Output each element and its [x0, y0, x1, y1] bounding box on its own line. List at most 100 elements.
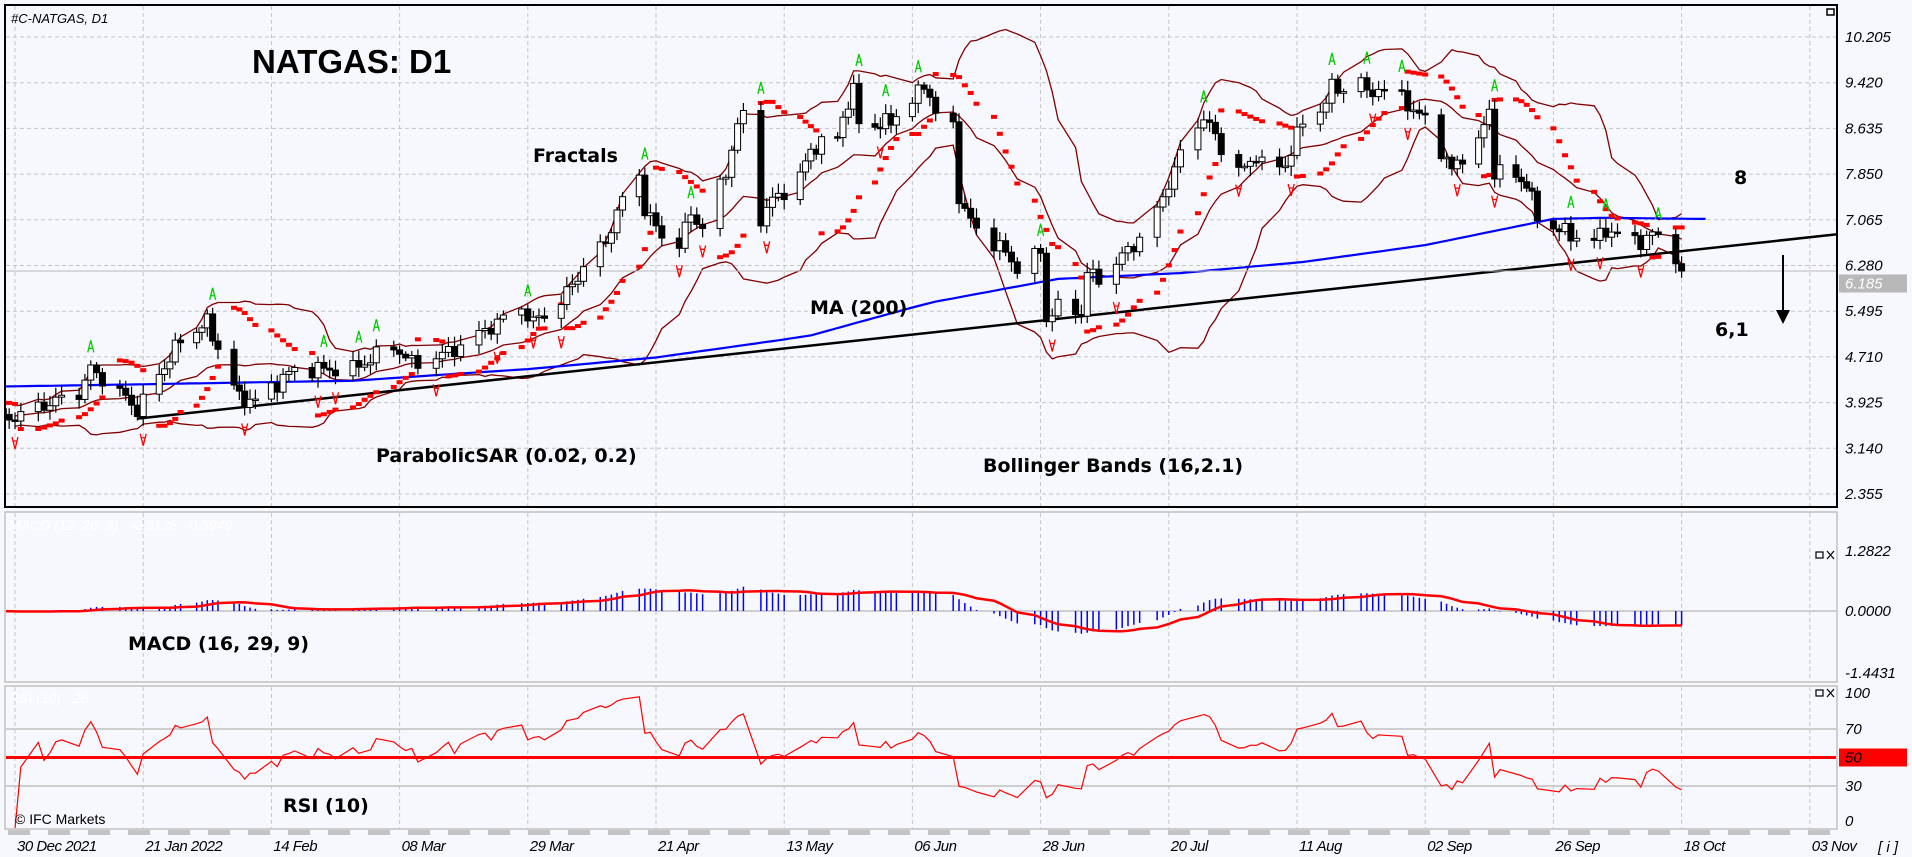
candle [658, 215, 666, 247]
scrollbar-segment[interactable] [888, 830, 910, 835]
scrollbar-segment[interactable] [648, 830, 670, 835]
scrollbar-segment[interactable] [288, 830, 310, 835]
scrollbar-segment[interactable] [408, 830, 430, 835]
candle [93, 362, 101, 379]
fractal-down-icon [698, 245, 707, 258]
scrollbar-segment[interactable] [688, 830, 710, 835]
fractal-down-icon [1453, 184, 1461, 197]
candle [1002, 233, 1010, 257]
candle [177, 333, 185, 353]
close-icon[interactable] [1826, 688, 1835, 698]
scrollbar-segment[interactable] [488, 830, 510, 835]
sar-dot [996, 131, 1003, 136]
date-tick-label: 21 Jan 2022 [144, 838, 223, 855]
rsi-panel-controls[interactable] [1815, 688, 1835, 698]
candle [314, 356, 322, 388]
scrollbar-segment[interactable] [528, 830, 550, 835]
scrollbar-segment[interactable] [328, 830, 350, 835]
sar-dot [355, 402, 362, 407]
fractal-up-icon [87, 340, 95, 353]
candle [699, 218, 707, 238]
sar-dot [193, 403, 200, 408]
sar-dot [763, 99, 770, 104]
candle [246, 389, 254, 414]
rsi-tick-label: 100 [1845, 685, 1871, 702]
scrollbar-segment[interactable] [248, 830, 270, 835]
candle [529, 311, 537, 329]
candle [541, 307, 549, 323]
scrollbar-segment[interactable] [208, 830, 230, 835]
sar-dot [921, 124, 928, 129]
date-tick-label: 02 Sep [1427, 838, 1472, 855]
sar-dot [1294, 174, 1300, 179]
sar-dot [46, 423, 53, 428]
candle [279, 368, 287, 399]
maximize-icon[interactable] [1815, 689, 1824, 697]
sar-dot [845, 218, 852, 223]
candle [1567, 216, 1575, 251]
candle [892, 109, 900, 134]
macd-tick-label: 1.2822 [1845, 543, 1892, 560]
candle [693, 207, 701, 230]
candle [563, 276, 571, 311]
fractal-up-icon [524, 284, 532, 297]
scrollbar-segment[interactable] [1248, 830, 1270, 835]
scrollbar-segment[interactable] [1288, 830, 1310, 835]
scrollbar-segment[interactable] [128, 830, 150, 835]
scrollbar-segment[interactable] [8, 830, 30, 835]
scrollbar-segment[interactable] [1008, 830, 1030, 835]
sar-dot [1597, 199, 1604, 204]
maximize-icon[interactable] [1826, 8, 1835, 16]
scrollbar-segment[interactable] [1208, 830, 1230, 835]
scrollbar-segment[interactable] [1328, 830, 1350, 835]
scrollbar-segment[interactable] [1048, 830, 1070, 835]
trendline[interactable] [137, 233, 1849, 420]
date-tick-label: 06 Jun [914, 838, 956, 855]
scrollbar-segment[interactable] [808, 830, 830, 835]
sar-dot [850, 208, 857, 213]
scrollbar-segment[interactable] [768, 830, 790, 835]
sar-dot [1031, 198, 1038, 203]
scrollbar-segment[interactable] [1488, 830, 1510, 835]
scrollbar-segment[interactable] [1648, 830, 1670, 835]
close-icon[interactable] [1826, 550, 1835, 560]
candle [1112, 256, 1120, 294]
scrollbar-segment[interactable] [448, 830, 470, 835]
scrollbar-segment[interactable] [1608, 830, 1630, 835]
scrollbar-segment[interactable] [608, 830, 630, 835]
scrollbar-segment[interactable] [1168, 830, 1190, 835]
sar-dot [926, 118, 933, 123]
sar-dot [1282, 123, 1289, 128]
scrollbar-segment[interactable] [48, 830, 70, 835]
scrollbar-segment[interactable] [1448, 830, 1470, 835]
macd-panel-controls[interactable] [1815, 550, 1835, 560]
scrollbar-segment[interactable] [1128, 830, 1150, 835]
scrollbar-segment[interactable] [1808, 830, 1830, 835]
scrollbar-segment[interactable] [728, 830, 750, 835]
scrollbar-segment[interactable] [568, 830, 590, 835]
maximize-icon[interactable] [1815, 551, 1824, 559]
sar-dot [636, 264, 643, 269]
scrollbar-segment[interactable] [368, 830, 390, 835]
scrollbar-segment[interactable] [1568, 830, 1590, 835]
scrollbar-segment[interactable] [1528, 830, 1550, 835]
scrollbar-segment[interactable] [1688, 830, 1710, 835]
scrollbar-segment[interactable] [928, 830, 950, 835]
info-button[interactable]: [ i ] [1877, 839, 1899, 856]
fractal-down-icon [763, 241, 771, 254]
sar-dot [12, 401, 18, 406]
scrollbar-segment[interactable] [848, 830, 870, 835]
scrollbar-segment[interactable] [1408, 830, 1430, 835]
scrollbar-segment[interactable] [1088, 830, 1110, 835]
date-tick-label: 18 Oct [1684, 838, 1727, 855]
scrollbar-segment[interactable] [168, 830, 190, 835]
candle [390, 340, 398, 357]
scrollbar-segment[interactable] [968, 830, 990, 835]
scrollbar-segment[interactable] [1768, 830, 1790, 835]
scrollbar-segment[interactable] [88, 830, 110, 835]
ma-label: MA (200) [810, 297, 907, 319]
sar-dot [1253, 116, 1260, 121]
sar-dot [408, 372, 415, 377]
scrollbar-segment[interactable] [1368, 830, 1390, 835]
scrollbar-segment[interactable] [1728, 830, 1750, 835]
